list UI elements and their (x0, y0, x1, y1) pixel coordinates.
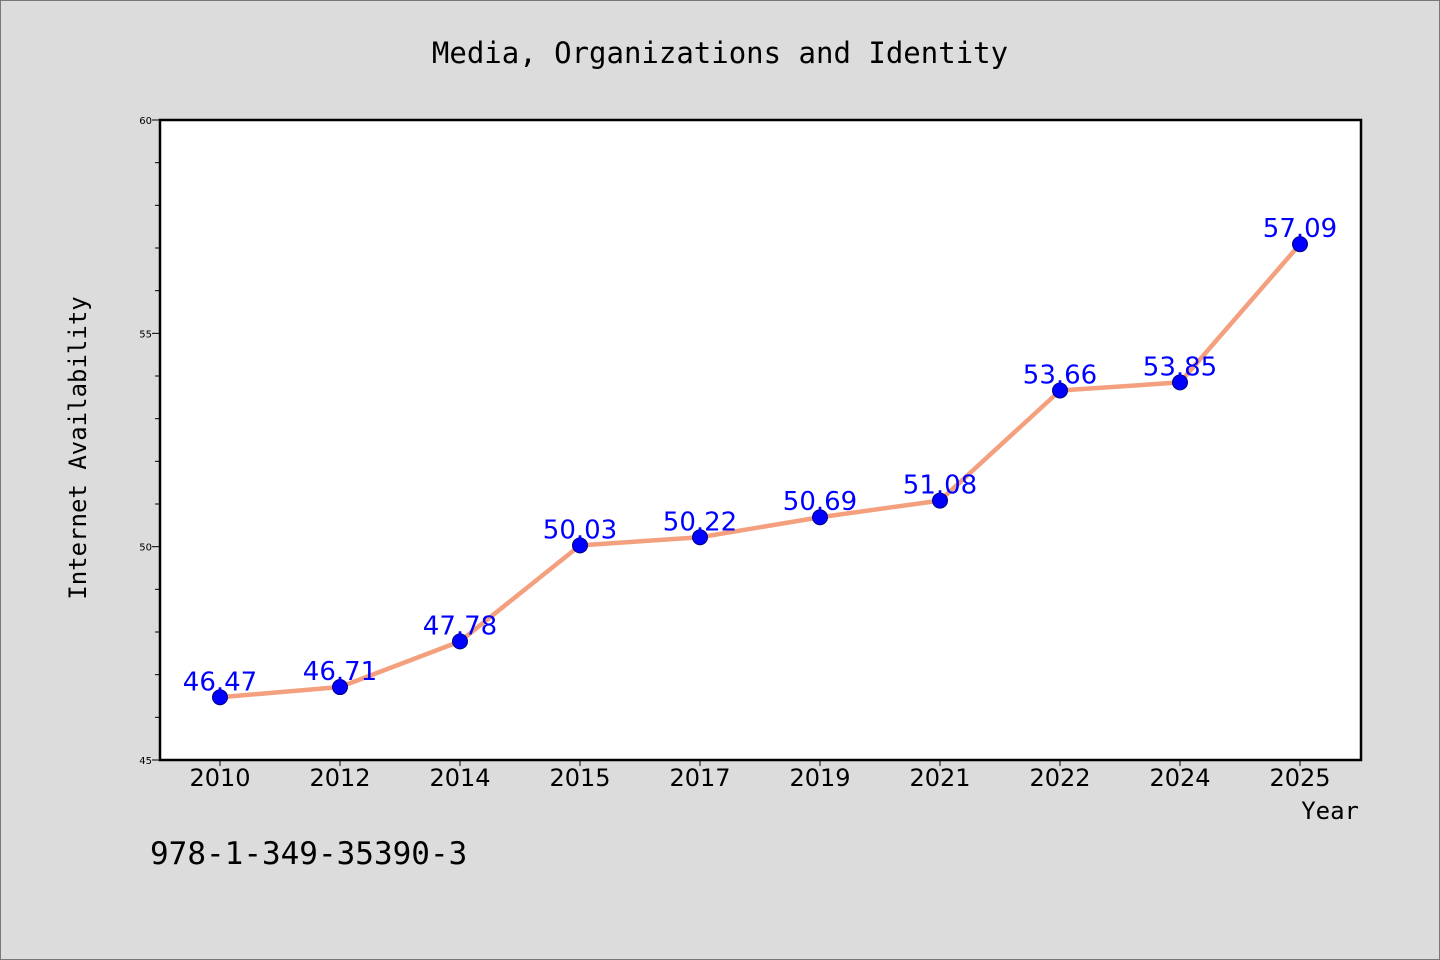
data-label: 47.78 (423, 611, 497, 641)
data-point (212, 689, 228, 706)
data-point (452, 633, 468, 650)
x-tick-label: 2025 (1269, 764, 1330, 792)
x-tick-label: 2015 (549, 764, 610, 792)
y-tick-label: 60 (139, 116, 152, 127)
x-tick-label: 2021 (909, 764, 970, 792)
x-tick-label: 2010 (189, 764, 250, 792)
x-tick-label: 2024 (1149, 764, 1210, 792)
data-label: 46.47 (183, 667, 257, 697)
chart-title: Media, Organizations and Identity (432, 36, 1008, 70)
data-point (1052, 382, 1068, 399)
data-point (932, 492, 948, 509)
y-axis: 45 50 55 60 (139, 116, 160, 767)
x-axis-label: Year (1301, 797, 1359, 825)
y-tick-label: 55 (139, 329, 152, 340)
data-point (572, 537, 588, 554)
data-label: 50.22 (663, 507, 737, 537)
x-tick-label: 2022 (1029, 764, 1090, 792)
x-tick-label: 2014 (429, 764, 490, 792)
data-point (692, 529, 708, 546)
data-label: 53.85 (1143, 352, 1217, 382)
y-tick-label: 50 (139, 543, 152, 554)
data-point (812, 509, 828, 526)
data-label: 53.66 (1023, 361, 1097, 391)
x-tick-label: 2019 (789, 764, 850, 792)
data-point (332, 679, 348, 696)
data-label: 46.71 (303, 657, 377, 687)
x-axis: 2010 2012 2014 2015 2017 2019 2021 2022 2024 2025 (189, 760, 1331, 792)
data-point (1292, 236, 1308, 253)
x-tick-label: 2012 (309, 764, 370, 792)
data-label: 51.08 (903, 471, 977, 501)
isbn-annotation: 978-1-349-35390-3 (150, 836, 467, 872)
series-line-group: 46.47 46.71 47.78 50.03 50.22 50.69 51.08 53.66… (183, 214, 1337, 706)
y-tick-label: 45 (139, 756, 152, 767)
series-line (219, 242, 1302, 700)
plot-area (158, 118, 1363, 762)
data-label: 50.69 (783, 487, 857, 517)
x-tick-label: 2017 (669, 764, 730, 792)
data-point (1172, 374, 1188, 391)
data-label: 50.03 (543, 515, 617, 545)
data-label: 57.09 (1263, 214, 1337, 244)
y-axis-label: Internet Availability (64, 296, 92, 599)
